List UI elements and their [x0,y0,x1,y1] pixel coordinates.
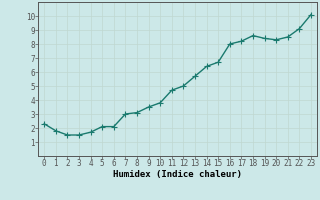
X-axis label: Humidex (Indice chaleur): Humidex (Indice chaleur) [113,170,242,179]
